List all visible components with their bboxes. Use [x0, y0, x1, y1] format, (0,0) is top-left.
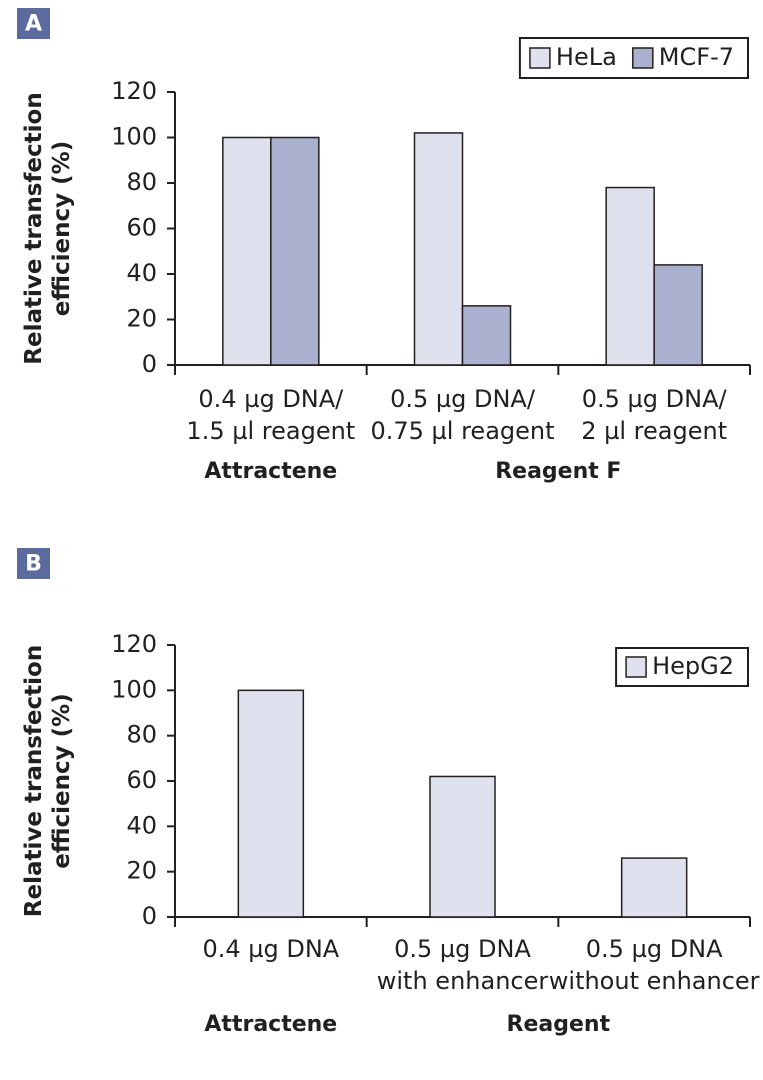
bar — [429, 775, 496, 918]
y-axis-label: Relative transfectionefficiency (%) — [21, 92, 75, 364]
y-axis-label: Relative transfectionefficiency (%) — [21, 645, 75, 917]
y-tick-label: 120 — [111, 630, 157, 658]
x-tick-label: 0.4 µg DNA/ — [198, 385, 344, 413]
x-tick-label: 0.5 µg DNA — [586, 935, 723, 963]
y-axis-label-line: efficiency (%) — [49, 693, 75, 868]
bar — [237, 689, 305, 918]
panel-badge — [17, 548, 50, 579]
y-tick-label: 100 — [111, 123, 157, 151]
panel-label: A — [25, 12, 42, 37]
x-tick-label: 0.5 µg DNA/ — [582, 385, 728, 413]
y-tick-label: 0 — [142, 350, 157, 378]
legend: HepG2 — [615, 647, 749, 687]
y-tick-label: 20 — [126, 305, 157, 333]
bar — [653, 264, 703, 366]
x-tick-label: 0.5 µg DNA — [394, 935, 531, 963]
x-tick-label: 0.75 µl reagent — [370, 417, 554, 445]
x-tick-label: 0.4 µg DNA — [202, 935, 339, 963]
y-tick-label: 80 — [126, 721, 157, 749]
bar — [413, 132, 464, 366]
bar — [270, 136, 320, 366]
y-tick-label: 40 — [126, 811, 157, 839]
group-label: Reagent — [507, 1012, 611, 1037]
legend-swatch — [529, 47, 551, 69]
y-tick-label: 120 — [111, 77, 157, 105]
legend-swatch — [625, 656, 647, 678]
y-axis-label-line: Relative transfection — [21, 645, 47, 917]
y-tick-label: 40 — [126, 259, 157, 287]
legend-swatch — [632, 47, 654, 69]
legend-label: HepG2 — [652, 652, 734, 680]
x-tick-label: 2 µl reagent — [581, 417, 727, 445]
legend-label: HeLa — [556, 43, 617, 71]
y-axis-label-line: efficiency (%) — [49, 141, 75, 316]
x-tick-label: 0.5 µg DNA/ — [390, 385, 536, 413]
y-tick-label: 100 — [111, 675, 157, 703]
y-tick-label: 80 — [126, 168, 157, 196]
group-label: Attractene — [204, 1012, 337, 1037]
bar — [222, 136, 272, 366]
bar — [605, 186, 655, 366]
panel-label: B — [25, 552, 42, 577]
y-axis-label-line: Relative transfection — [21, 92, 47, 364]
group-label: Attractene — [204, 459, 337, 484]
group-label: Reagent F — [495, 459, 621, 484]
y-tick-label: 20 — [126, 857, 157, 885]
legend: HeLa MCF-7 — [518, 37, 749, 79]
x-tick-label: 1.5 µl reagent — [186, 417, 355, 445]
legend-label: MCF-7 — [659, 43, 734, 71]
panel-badge — [17, 8, 50, 39]
y-tick-label: 60 — [126, 766, 157, 794]
bar — [461, 305, 512, 366]
y-tick-label: 0 — [142, 902, 157, 930]
x-tick-label: without enhancer — [549, 967, 760, 995]
bar — [620, 857, 688, 918]
y-tick-label: 60 — [126, 214, 157, 242]
x-tick-label: with enhancer — [377, 967, 549, 995]
